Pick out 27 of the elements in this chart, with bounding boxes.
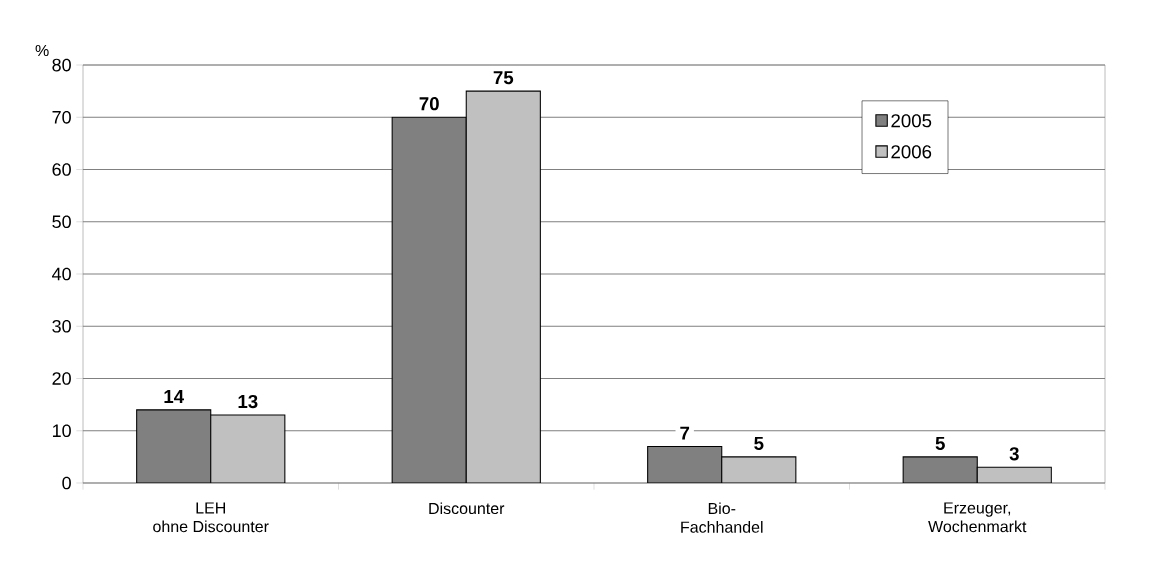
bar	[210, 414, 286, 483]
data-label: 14	[164, 390, 184, 403]
legend-label: 2006	[891, 145, 932, 159]
y-tick-label: 80	[52, 58, 71, 72]
data-label: 13	[238, 394, 258, 409]
x-tick-label: Bio- Fachhandel	[681, 502, 763, 533]
y-tick-label: 70	[52, 110, 71, 124]
y-tick-label: 40	[52, 267, 71, 281]
y-tick-label: 10	[52, 424, 71, 438]
y-tick-label: 60	[52, 163, 71, 176]
bar	[721, 456, 797, 483]
x-tick-label: Erzeuger, Wochenmarkt	[928, 502, 1027, 533]
y-tick-label: 30	[52, 319, 71, 333]
y-tick-label: 0	[62, 476, 71, 490]
data-label: 70	[419, 97, 439, 111]
data-label: 5	[754, 436, 764, 450]
data-label: 7	[680, 426, 690, 440]
y-axis-title: %	[35, 44, 49, 57]
x-tick-label: LEH ohne Discounter	[153, 502, 269, 533]
data-label: 75	[493, 71, 514, 85]
y-tick-label: 20	[52, 372, 71, 385]
data-label: 3	[1009, 447, 1019, 461]
data-label: 5	[935, 436, 945, 450]
bar	[465, 90, 541, 483]
legend-label: 2005	[891, 114, 932, 128]
x-tick-label: Discounter	[429, 502, 505, 515]
y-tick-label: 50	[52, 215, 71, 229]
